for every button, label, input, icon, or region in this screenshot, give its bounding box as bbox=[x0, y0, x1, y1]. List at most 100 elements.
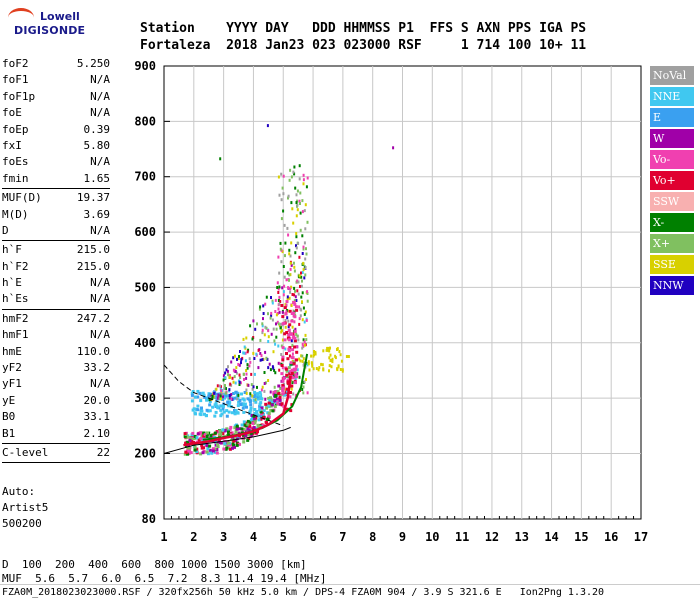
echo-point bbox=[256, 385, 258, 389]
echo-point bbox=[313, 353, 315, 357]
echo-point bbox=[290, 304, 293, 307]
echo-point bbox=[292, 374, 296, 378]
param-divider bbox=[2, 462, 110, 464]
echo-point bbox=[244, 434, 248, 437]
echo-point bbox=[302, 306, 305, 310]
echo-point bbox=[228, 447, 232, 451]
echo-point bbox=[249, 360, 252, 364]
echo-point bbox=[262, 312, 265, 315]
echo-point bbox=[290, 263, 293, 267]
echo-point bbox=[277, 255, 280, 259]
echo-point bbox=[259, 410, 263, 414]
param-name: yF1 bbox=[2, 377, 22, 391]
echo-point bbox=[291, 207, 294, 211]
echo-point bbox=[302, 391, 305, 395]
echo-point bbox=[230, 411, 234, 415]
echo-point bbox=[295, 350, 299, 354]
echo-point bbox=[294, 327, 297, 331]
y-tick-label: 80 bbox=[142, 512, 156, 526]
echo-point bbox=[302, 245, 305, 249]
y-tick-label: 300 bbox=[134, 391, 156, 405]
param-value: 247.2 bbox=[76, 311, 110, 325]
param-value: 33.1 bbox=[83, 410, 111, 424]
echo-point bbox=[290, 371, 294, 375]
echo-point bbox=[271, 318, 274, 322]
echo-point bbox=[291, 359, 294, 363]
echo-point bbox=[305, 361, 308, 365]
echo-point bbox=[253, 408, 257, 411]
echo-point bbox=[244, 351, 247, 355]
echo-point bbox=[260, 412, 264, 416]
echo-point bbox=[251, 394, 254, 398]
echo-point bbox=[322, 349, 325, 353]
echo-point bbox=[206, 447, 210, 451]
echo-point bbox=[310, 354, 313, 358]
echo-point bbox=[234, 409, 238, 413]
echo-point bbox=[282, 209, 285, 213]
echo-point bbox=[297, 292, 300, 296]
x-tick-label: 6 bbox=[309, 530, 316, 544]
echo-point bbox=[250, 372, 253, 376]
echo-point bbox=[303, 241, 306, 245]
echo-point bbox=[249, 406, 253, 410]
status-bar: FZA0M_2018023023000.RSF / 320fx256h 50 k… bbox=[0, 584, 700, 600]
echo-point bbox=[328, 369, 330, 373]
echo-point bbox=[285, 303, 288, 307]
echo-point bbox=[246, 422, 250, 426]
echo-point bbox=[184, 441, 188, 445]
echo-point bbox=[213, 414, 217, 418]
echo-point bbox=[267, 405, 271, 409]
echo-point bbox=[292, 261, 295, 265]
echo-point bbox=[294, 373, 298, 377]
echo-point bbox=[245, 376, 248, 380]
echo-point bbox=[331, 357, 334, 361]
echo-point bbox=[278, 302, 281, 306]
param-row: hmF2 247.2 bbox=[2, 311, 110, 327]
echo-point bbox=[293, 339, 297, 343]
echo-point bbox=[211, 447, 215, 451]
echo-point bbox=[208, 403, 212, 407]
y-tick-label: 700 bbox=[134, 170, 156, 184]
param-row: foEp 0.39 bbox=[2, 122, 110, 138]
echo-point bbox=[298, 317, 301, 321]
echo-point bbox=[301, 252, 304, 255]
legend-item-vo-: Vo+ bbox=[650, 171, 694, 190]
echo-point bbox=[298, 322, 301, 326]
legend-item-vo-: Vo- bbox=[650, 150, 694, 169]
echo-point bbox=[183, 432, 187, 436]
echo-point bbox=[192, 407, 196, 411]
echo-point bbox=[242, 427, 246, 431]
echo-point bbox=[238, 380, 241, 384]
echo-point bbox=[282, 405, 286, 408]
echo-point bbox=[274, 310, 277, 313]
echo-point bbox=[219, 408, 223, 412]
echo-point bbox=[223, 428, 227, 432]
legend-item-nnw: NNW bbox=[650, 276, 694, 295]
echo-point bbox=[313, 350, 315, 353]
echo-point bbox=[234, 390, 238, 394]
echo-point bbox=[279, 247, 282, 251]
param-name: hmE bbox=[2, 344, 22, 358]
echo-point bbox=[209, 392, 212, 396]
echo-point bbox=[249, 418, 253, 422]
echo-point bbox=[299, 211, 302, 215]
echo-point bbox=[238, 355, 240, 358]
echo-point bbox=[264, 381, 267, 385]
echo-point bbox=[209, 434, 213, 438]
param-row: hmE 110.0 bbox=[2, 344, 110, 360]
echo-point bbox=[269, 396, 272, 400]
x-tick-label: 13 bbox=[515, 530, 529, 544]
muf-table: D 100 200 400 600 800 1000 1500 3000 [km… bbox=[2, 558, 327, 586]
echo-point bbox=[284, 241, 287, 245]
echo-point bbox=[262, 304, 265, 308]
echo-point bbox=[265, 406, 269, 410]
echo-point bbox=[287, 233, 290, 237]
echo-point bbox=[301, 234, 304, 238]
echo-point bbox=[238, 442, 241, 446]
echo-point bbox=[293, 302, 297, 306]
echo-point bbox=[215, 448, 219, 451]
echo-point bbox=[269, 368, 272, 372]
echo-point bbox=[226, 369, 229, 373]
echo-point bbox=[295, 201, 298, 205]
echo-point bbox=[273, 385, 276, 389]
